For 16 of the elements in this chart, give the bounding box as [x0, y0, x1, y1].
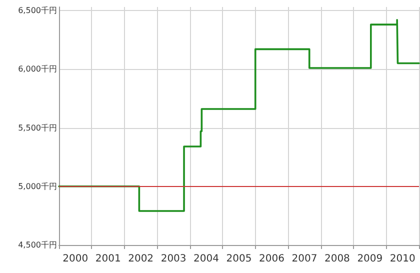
y-tick-label: 6,500千円	[18, 6, 57, 16]
x-tick-label: 2008	[324, 254, 350, 264]
y-tick-label: 6,000千円	[18, 64, 57, 74]
y-tick-label: 4,500千円	[18, 240, 57, 250]
x-tick-label: 2000	[62, 254, 88, 264]
x-tick-label: 2007	[292, 254, 318, 264]
x-tick-label: 2003	[160, 254, 186, 264]
x-tick-label: 2006	[259, 254, 284, 264]
x-tick-label: 2010	[390, 254, 416, 264]
x-tick-label: 2004	[194, 254, 219, 264]
x-tick-label: 2002	[128, 254, 154, 264]
x-tick-label: 2005	[226, 254, 252, 264]
x-tick-label: 2009	[357, 254, 383, 264]
y-tick-label: 5,000千円	[18, 182, 57, 191]
x-tick-label: 2001	[95, 254, 121, 264]
y-tick-label: 5,500千円	[18, 123, 57, 132]
